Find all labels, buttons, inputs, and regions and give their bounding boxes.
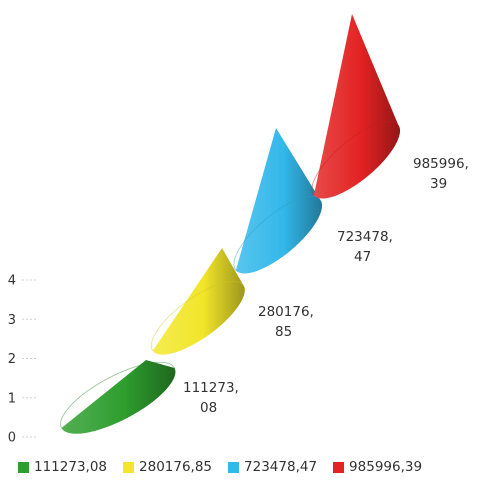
cone-4 [311, 14, 401, 199]
y-tick-label: 1 [8, 391, 16, 406]
data-label: 723478, 47 [337, 229, 393, 265]
data-label-line1: 723478, [337, 229, 393, 245]
legend-item: 723478,47 [228, 459, 317, 475]
cone-base-rim [60, 361, 175, 429]
data-label-line1: 985996, [413, 156, 469, 172]
legend-item: 280176,85 [123, 459, 212, 475]
cones [60, 14, 401, 434]
cone-body [313, 14, 401, 199]
legend: 111273,08 280176,85 723478,47 985996,39 [18, 458, 478, 476]
legend-item: 985996,39 [333, 459, 422, 475]
data-label-line2: 47 [354, 249, 371, 265]
cone-base-rim [233, 196, 321, 271]
legend-label: 280176,85 [139, 459, 213, 475]
data-label-line2: 39 [430, 176, 447, 192]
y-tick-label: 2 [8, 352, 16, 367]
cone-body [61, 360, 176, 434]
legend-swatch [333, 461, 345, 473]
cone-base-rim [311, 121, 399, 196]
cone-2 [150, 248, 245, 355]
data-label-line2: 08 [200, 400, 217, 416]
cone-body [235, 128, 323, 274]
y-tick-label: 4 [8, 274, 16, 289]
data-label-line1: 111273, [183, 380, 239, 396]
cone-3 [233, 128, 323, 274]
data-label-line2: 85 [275, 324, 292, 340]
legend-swatch [123, 461, 135, 473]
cone-base-rim [150, 280, 244, 352]
legend-label: 723478,47 [244, 459, 318, 475]
y-tick-label: 0 [8, 431, 16, 446]
data-labels: 111273, 08 280176, 85 723478, 47 985996, 39 [183, 156, 469, 416]
legend-label: 985996,39 [349, 459, 423, 475]
data-label: 280176, 85 [258, 304, 314, 340]
legend-label: 111273,08 [34, 459, 108, 475]
data-label: 111273, 08 [183, 380, 239, 416]
legend-swatch [18, 461, 29, 473]
data-label-line1: 280176, [258, 304, 314, 320]
y-axis: 0 1 2 3 4 [8, 274, 38, 446]
legend-item: 111273,08 [18, 459, 107, 475]
cone-1 [60, 360, 176, 434]
y-tick-label: 3 [8, 313, 16, 328]
legend-swatch [228, 461, 240, 473]
cone-body [152, 248, 245, 355]
data-label: 985996, 39 [413, 156, 469, 192]
